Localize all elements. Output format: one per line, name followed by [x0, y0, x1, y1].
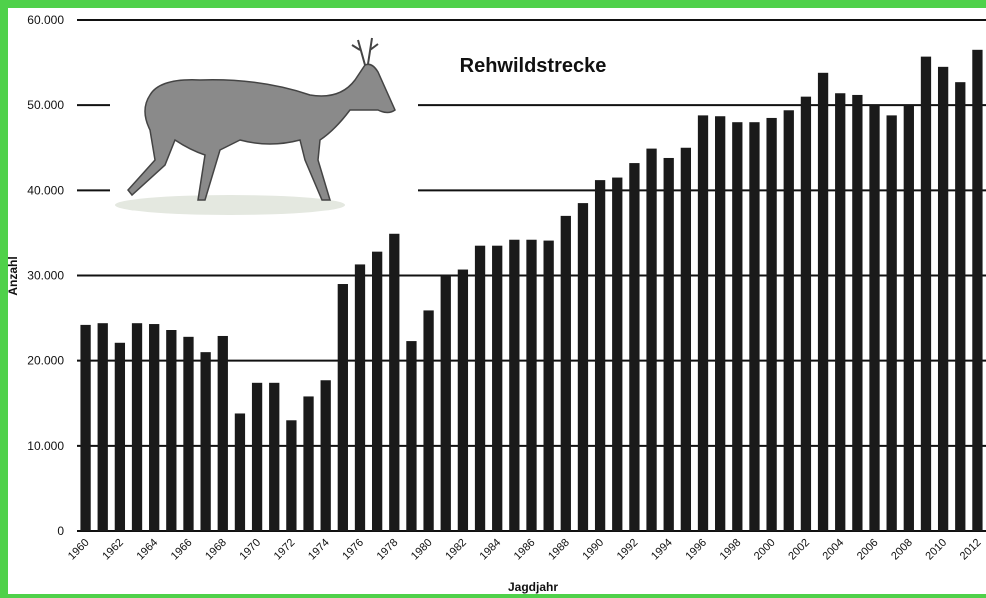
- bar: [354, 264, 366, 531]
- bar: [492, 245, 503, 532]
- bar: [303, 396, 314, 531]
- bar: [955, 82, 966, 532]
- bar: [612, 177, 623, 531]
- bar: [526, 239, 537, 532]
- bar: [800, 96, 812, 532]
- y-axis-label: Anzahl: [6, 256, 20, 295]
- y-tick-label: 30.000: [27, 269, 64, 283]
- bar: [286, 420, 297, 531]
- bar: [389, 233, 400, 532]
- bar: [903, 105, 914, 532]
- bar: [166, 330, 177, 531]
- y-tick-label: 40.000: [27, 183, 64, 197]
- x-axis-label: Jagdjahr: [508, 580, 558, 594]
- chart-title: Rehwildstrecke: [460, 55, 607, 77]
- bar: [732, 122, 743, 531]
- bar: [852, 94, 863, 532]
- bar: [474, 245, 486, 532]
- bar: [457, 269, 469, 531]
- bar: [251, 382, 263, 531]
- bar: [646, 148, 657, 531]
- bar: [97, 323, 108, 531]
- bar: [577, 203, 589, 531]
- bar: [543, 240, 554, 531]
- bar: [183, 336, 194, 531]
- bar: [423, 310, 434, 531]
- bar: [680, 147, 692, 531]
- bar: [509, 239, 520, 532]
- bar: [594, 180, 606, 531]
- bar: [920, 56, 932, 531]
- bar: [560, 215, 571, 531]
- bar: [886, 115, 897, 532]
- grass: [115, 195, 345, 215]
- bar: [937, 66, 949, 531]
- bar: [835, 93, 846, 531]
- bar: [440, 275, 451, 531]
- y-tick-label: 0: [57, 524, 64, 538]
- y-tick-label: 20.000: [27, 354, 64, 368]
- bar: [663, 157, 674, 531]
- bar: [749, 122, 760, 531]
- deer: [127, 63, 396, 201]
- bar: [715, 116, 726, 531]
- bar: [697, 115, 709, 532]
- y-tick-label: 60.000: [27, 13, 64, 27]
- bar: [217, 335, 228, 531]
- bar: [337, 284, 348, 531]
- bar: [80, 324, 91, 531]
- bar: [131, 323, 143, 531]
- bar: [766, 117, 777, 532]
- bar: [149, 324, 160, 531]
- bar: [972, 49, 983, 531]
- y-tick-label: 10.000: [27, 439, 64, 453]
- deer-illustration: [110, 30, 418, 220]
- bar: [200, 352, 211, 531]
- bar: [371, 251, 383, 532]
- y-tick-label: 50.000: [27, 98, 64, 112]
- bar: [234, 413, 246, 531]
- bar: [817, 72, 829, 531]
- bar: [320, 380, 331, 531]
- antlers: [351, 37, 379, 66]
- bar: [114, 342, 126, 531]
- bar: [269, 382, 280, 531]
- bar: [406, 341, 417, 531]
- bar: [629, 163, 640, 531]
- bar: [783, 110, 794, 531]
- bar: [869, 105, 880, 532]
